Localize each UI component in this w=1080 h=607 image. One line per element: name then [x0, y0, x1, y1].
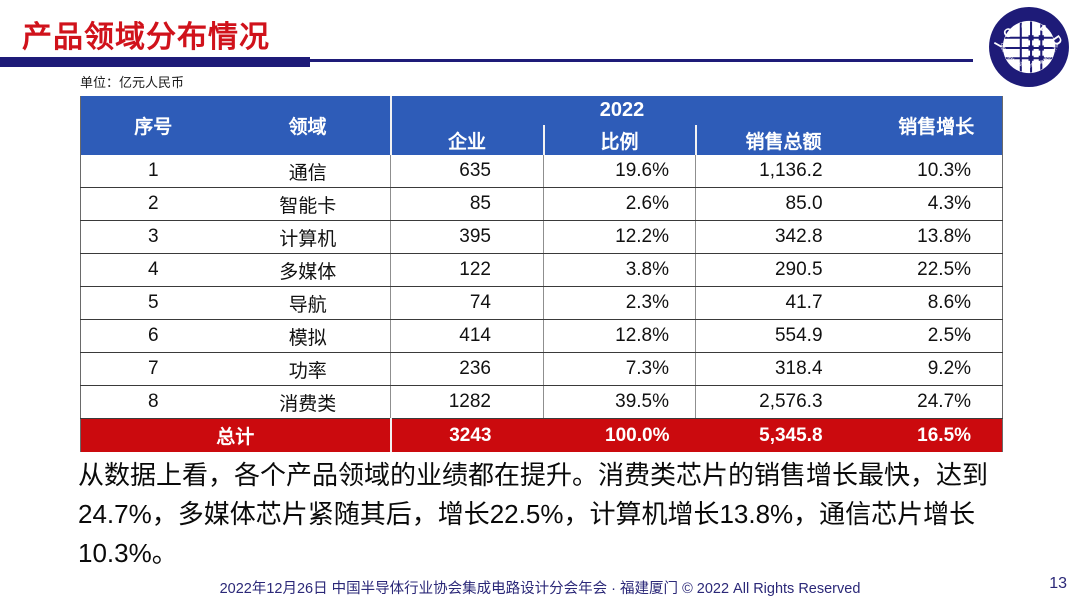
cell-domain: 导航 — [225, 286, 391, 320]
page-title: 产品领域分布情况 — [22, 21, 270, 54]
cell-growth: 4.3% — [870, 187, 1003, 221]
cell-companies: 1282 — [390, 385, 544, 419]
cell-ratio: 12.8% — [543, 319, 696, 353]
cell-sales: 85.0 — [694, 187, 871, 221]
cell-domain: 通信 — [225, 155, 391, 188]
cell-domain: 功率 — [225, 352, 391, 386]
header-sales: 销售总额 — [694, 125, 871, 155]
cell-domain: 多媒体 — [225, 253, 391, 287]
cell-ratio: 19.6% — [543, 155, 696, 188]
total-sales: 5,345.8 — [695, 418, 871, 452]
cell-growth: 13.8% — [870, 220, 1003, 254]
summary-line: 24.7%，多媒体芯片紧随其后，增长22.5%，计算机增长13.8%，通信芯片增… — [78, 499, 976, 529]
summary-line: 10.3%。 — [78, 538, 178, 568]
cell-growth: 24.7% — [870, 385, 1003, 419]
logo-grid-nodes — [1028, 35, 1044, 61]
total-companies: 3243 — [390, 418, 544, 452]
cell-no: 4 — [80, 253, 226, 287]
cell-no: 7 — [80, 352, 226, 386]
iccad-logo-icon: I C C A D 中国半导体行业协会集成电路设计分会 — [989, 7, 1069, 87]
cell-companies: 74 — [390, 286, 544, 320]
header-domain: 领域 — [225, 96, 391, 155]
cell-no: 1 — [80, 155, 226, 188]
cell-no: 2 — [80, 187, 226, 221]
cell-companies: 414 — [390, 319, 544, 353]
cell-growth: 9.2% — [870, 352, 1003, 386]
cell-growth: 22.5% — [870, 253, 1003, 287]
cell-companies: 395 — [390, 220, 544, 254]
cell-no: 8 — [80, 385, 226, 419]
unit-label: 单位：亿元人民币 — [80, 75, 185, 90]
cell-sales: 554.9 — [694, 319, 871, 353]
title-underline-thick — [0, 57, 310, 67]
total-label: 总计 — [80, 418, 392, 452]
cell-domain: 智能卡 — [225, 187, 391, 221]
table-row: 4 多媒体 122 3.8% 290.5 22.5% — [80, 253, 1003, 287]
header-companies: 企业 — [389, 125, 544, 155]
header-no: 序号 — [80, 96, 226, 155]
cell-ratio: 7.3% — [543, 352, 696, 386]
cell-growth: 8.6% — [870, 286, 1003, 320]
summary-paragraph: 从数据上看，各个产品领域的业绩都在提升。消费类芯片的销售增长最快，达到 24.7… — [78, 456, 1018, 573]
header-year-group: 2022 — [389, 96, 871, 125]
cell-sales: 290.5 — [694, 253, 871, 287]
cell-domain: 模拟 — [225, 319, 391, 353]
total-ratio: 100.0% — [543, 418, 696, 452]
page-number: 13 — [1049, 575, 1067, 592]
cell-companies: 122 — [390, 253, 544, 287]
header-ratio: 比例 — [542, 125, 696, 155]
cell-ratio: 39.5% — [543, 385, 696, 419]
cell-ratio: 12.2% — [543, 220, 696, 254]
cell-companies: 85 — [390, 187, 544, 221]
cell-ratio: 2.6% — [543, 187, 696, 221]
product-domain-table: 序号 领域 2022 销售增长 企业 比例 销售总额 1 通信 635 19.6… — [80, 96, 1004, 452]
cell-growth: 2.5% — [870, 319, 1003, 353]
table-row: 6 模拟 414 12.8% 554.9 2.5% — [80, 319, 1003, 353]
cell-ratio: 2.3% — [543, 286, 696, 320]
cell-sales: 342.8 — [694, 220, 871, 254]
summary-line: 从数据上看，各个产品领域的业绩都在提升。消费类芯片的销售增长最快，达到 — [78, 460, 989, 490]
table-row: 2 智能卡 85 2.6% 85.0 4.3% — [80, 187, 1003, 221]
cell-domain: 消费类 — [225, 385, 391, 419]
table-header-row-top: 序号 领域 2022 销售增长 — [80, 96, 1003, 155]
cell-no: 3 — [80, 220, 226, 254]
header-growth: 销售增长 — [870, 96, 1003, 155]
cell-no: 6 — [80, 319, 226, 353]
table-row: 1 通信 635 19.6% 1,136.2 10.3% — [80, 155, 1003, 188]
table-header-row-bottom: 企业 比例 销售总额 — [81, 125, 1003, 155]
cell-sales: 1,136.2 — [694, 155, 871, 188]
table-row: 7 功率 236 7.3% 318.4 9.2% — [80, 352, 1003, 386]
cell-growth: 10.3% — [870, 155, 1003, 188]
cell-no: 5 — [80, 286, 226, 320]
table-row: 8 消费类 1282 39.5% 2,576.3 24.7% — [80, 385, 1003, 419]
footer-text: 2022年12月26日 中国半导体行业协会集成电路设计分会年会 · 福建厦门 ©… — [219, 581, 861, 597]
cell-companies: 236 — [390, 352, 544, 386]
cell-sales: 2,576.3 — [694, 385, 871, 419]
cell-sales: 318.4 — [694, 352, 871, 386]
total-growth: 16.5% — [870, 418, 1003, 452]
title-underline-thin — [310, 59, 973, 62]
cell-sales: 41.7 — [694, 286, 871, 320]
table-row: 5 导航 74 2.3% 41.7 8.6% — [80, 286, 1003, 320]
cell-ratio: 3.8% — [543, 253, 696, 287]
total-row: 总计 3243 100.0% 5,345.8 16.5% — [80, 418, 1003, 452]
table-row: 3 计算机 395 12.2% 342.8 13.8% — [80, 220, 1003, 254]
cell-domain: 计算机 — [225, 220, 391, 254]
cell-companies: 635 — [390, 155, 544, 188]
